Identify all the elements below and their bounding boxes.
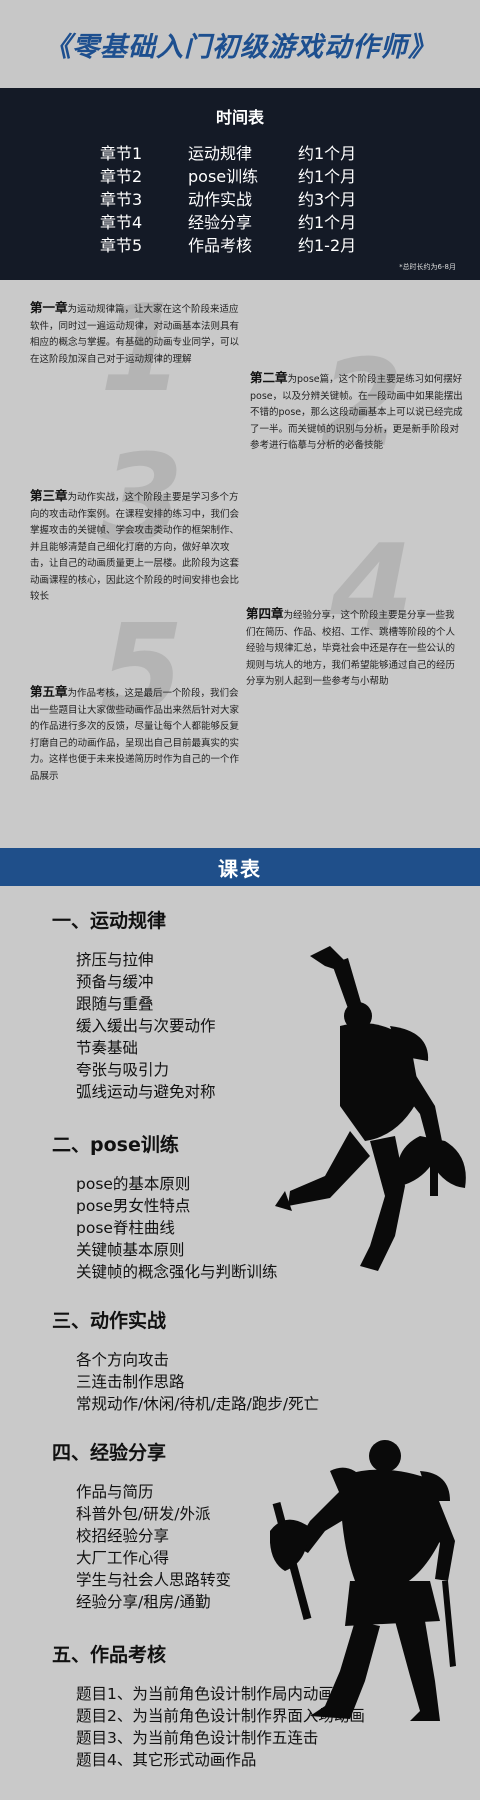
warrior-standing-silhouette-icon xyxy=(270,1440,456,1721)
section-heading: 五、作品考核 xyxy=(52,1644,167,1666)
schedule-name: 运动规律 xyxy=(188,144,253,163)
course-item: 夸张与吸引力 xyxy=(76,1061,170,1079)
course-item: pose的基本原则 xyxy=(76,1175,191,1193)
schedule-row: 章节2 pose训练 约1个月 xyxy=(100,163,388,187)
chapter-watermark: 5 xyxy=(100,600,184,739)
chapter-label: 第三章 xyxy=(30,488,68,503)
chapter-watermark: 1 xyxy=(100,280,184,419)
course-item: pose脊柱曲线 xyxy=(76,1219,175,1237)
course-item: 大厂工作心得 xyxy=(76,1549,170,1567)
chapter-descriptions: 1 2 3 4 5 第一章为运动规律篇，让大家在这个阶段来适应软件，同时过一遍运… xyxy=(0,280,480,810)
course-item: pose男女性特点 xyxy=(76,1197,191,1215)
schedule-duration: 约1-2月 xyxy=(298,236,357,255)
course-item: 跟随与重叠 xyxy=(76,995,154,1013)
schedule-row: 章节3 动作实战 约3个月 xyxy=(100,186,388,210)
course-item: 题目3、为当前角色设计制作五连击 xyxy=(76,1729,319,1747)
course-title-band: 课表 xyxy=(0,848,480,886)
chapter-watermark: 4 xyxy=(330,520,414,659)
chapter-label: 第二章 xyxy=(250,370,288,385)
chapter-text: 为动作实战，这个阶段主要是学习多个方向的攻击动作案例。在课程安排的练习中，我们会… xyxy=(30,492,240,602)
schedule-chapter: 章节5 xyxy=(100,236,143,255)
chapter-5: 第五章为作品考核，这是最后一个阶段，我们会出一些题目让大家做些动画作品出来然后针… xyxy=(30,684,245,785)
warrior-axe-silhouette-icon xyxy=(275,946,466,1271)
course-item: 弧线运动与避免对称 xyxy=(76,1083,216,1101)
schedule-duration: 约3个月 xyxy=(298,190,357,209)
course-item: 常规动作/休闲/待机/走路/跑步/死亡 xyxy=(76,1395,320,1413)
chapter-text: 为pose篇，这个阶段主要是练习如何摆好pose，以及分辨关键帧。在一段动画中如… xyxy=(250,374,463,451)
course-item: 题目4、其它形式动画作品 xyxy=(76,1751,257,1769)
chapter-label: 第四章 xyxy=(246,606,284,621)
title-band: 《零基础入门初级游戏动作师》 xyxy=(0,0,480,88)
schedule-duration: 约1个月 xyxy=(298,144,357,163)
course-item: 经验分享/租房/通勤 xyxy=(76,1593,211,1611)
course-item: 校招经验分享 xyxy=(76,1527,170,1545)
course-item: 挤压与拉伸 xyxy=(76,951,154,969)
schedule-row: 章节4 经验分享 约1个月 xyxy=(100,209,388,233)
chapter-text: 为经验分享，这个阶段主要是分享一些我们在简历、作品、校招、工作、跳槽等阶段的个人… xyxy=(246,610,456,687)
course-item: 各个方向攻击 xyxy=(76,1351,170,1369)
schedule-duration: 约1个月 xyxy=(298,213,357,232)
course-item: 节奏基础 xyxy=(76,1039,139,1057)
course-item: 题目1、为当前角色设计制作局内动画 xyxy=(76,1685,334,1703)
course-list: 一、运动规律 挤压与拉伸 预备与缓冲 跟随与重叠 缓入缓出与次要动作 节奏基础 … xyxy=(0,886,480,1800)
schedule-chapter: 章节1 xyxy=(100,144,143,163)
course-item: 作品与简历 xyxy=(76,1483,154,1501)
schedule-title: 时间表 xyxy=(215,108,264,127)
schedule-duration: 约1个月 xyxy=(298,167,357,186)
chapter-4: 第四章为经验分享，这个阶段主要是分享一些我们在简历、作品、校招、工作、跳槽等阶段… xyxy=(246,606,461,691)
chapter-text: 为作品考核，这是最后一个阶段，我们会出一些题目让大家做些动画作品出来然后针对大家… xyxy=(30,688,240,782)
course-title: 课表 xyxy=(218,856,262,881)
schedule-chapter: 章节3 xyxy=(100,190,143,209)
chapter-watermark: 2 xyxy=(320,335,404,474)
schedule-row: 章节5 作品考核 约1-2月 xyxy=(100,232,388,256)
course-item: 关键帧基本原则 xyxy=(76,1241,185,1259)
schedule-name: pose训练 xyxy=(188,167,259,186)
course-item: 缓入缓出与次要动作 xyxy=(76,1017,216,1035)
course-item: 学生与社会人思路转变 xyxy=(76,1571,232,1589)
chapter-text: 为运动规律篇，让大家在这个阶段来适应软件，同时过一遍运动规律，对动画基本法则具有… xyxy=(30,304,240,365)
chapter-2: 第二章为pose篇，这个阶段主要是练习如何摆好pose，以及分辨关键帧。在一段动… xyxy=(250,370,465,455)
chapter-3: 第三章为动作实战，这个阶段主要是学习多个方向的攻击动作案例。在课程安排的练习中，… xyxy=(30,488,245,606)
schedule-name: 作品考核 xyxy=(188,236,253,255)
section-heading: 四、经验分享 xyxy=(52,1442,167,1464)
page-title: 《零基础入门初级游戏动作师》 xyxy=(44,31,436,63)
chapter-1: 第一章为运动规律篇，让大家在这个阶段来适应软件，同时过一遍运动规律，对动画基本法… xyxy=(30,300,245,368)
chapter-label: 第一章 xyxy=(30,300,68,315)
course-item: 关键帧的概念强化与判断训练 xyxy=(76,1263,278,1281)
schedule-name: 动作实战 xyxy=(188,190,253,209)
schedule-panel: 时间表 章节1 运动规律 约1个月 章节2 pose训练 约1个月 章节3 动作… xyxy=(0,88,480,280)
section-heading: 二、pose训练 xyxy=(52,1134,179,1156)
course-item: 预备与缓冲 xyxy=(76,973,154,991)
course-item: 题目2、为当前角色设计制作界面入场动画 xyxy=(76,1707,365,1725)
schedule-note: *总时长约为6-8月 xyxy=(399,263,456,271)
schedule-chapter: 章节4 xyxy=(100,213,143,232)
schedule-chapter: 章节2 xyxy=(100,167,143,186)
schedule-name: 经验分享 xyxy=(188,213,253,232)
schedule-row: 章节1 运动规律 约1个月 xyxy=(100,140,388,164)
course-item: 三连击制作思路 xyxy=(76,1373,185,1391)
section-heading: 三、动作实战 xyxy=(52,1310,167,1332)
chapter-watermark: 3 xyxy=(100,430,184,569)
course-item: 科普外包/研发/外派 xyxy=(76,1505,211,1523)
chapter-label: 第五章 xyxy=(30,684,68,699)
section-heading: 一、运动规律 xyxy=(52,910,167,932)
